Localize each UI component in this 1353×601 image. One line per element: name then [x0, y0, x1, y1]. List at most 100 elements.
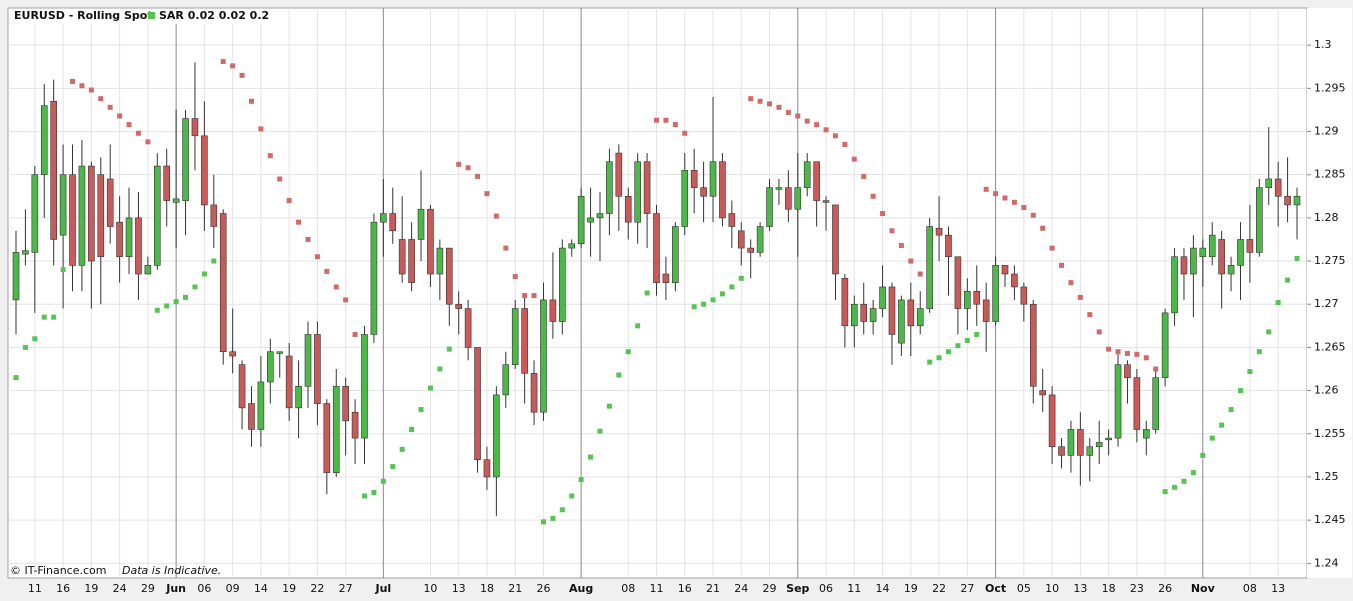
sar-dot [540, 519, 546, 525]
sar-dot [795, 113, 801, 119]
candle-body [945, 234, 952, 258]
x-tick-label: 06 [197, 582, 211, 595]
sar-dot [456, 161, 462, 167]
sar-dot [22, 344, 28, 350]
sar-dot [107, 104, 113, 110]
x-tick-label: Oct [985, 582, 1006, 595]
credit: © IT-Finance.com [10, 564, 107, 577]
sar-dot [870, 193, 876, 199]
candle-body [1048, 394, 1056, 448]
x-tick-label: 11 [650, 582, 664, 595]
candle-body [521, 308, 528, 374]
sar-dot [1106, 346, 1112, 352]
x-tick-label: 21 [508, 582, 522, 595]
x-tick-label: 13 [452, 582, 466, 595]
sar-dot [1237, 388, 1243, 394]
sar-dot [352, 331, 358, 337]
candle-body [1029, 303, 1037, 387]
candle-body [719, 161, 726, 219]
candle-body [342, 385, 349, 422]
candle-body [1124, 364, 1131, 378]
sar-dot [333, 284, 339, 290]
sar-dot [267, 153, 273, 159]
candle-body [813, 161, 820, 201]
sar-dot [1162, 489, 1168, 495]
candle-body [314, 334, 321, 404]
sar-dot [343, 297, 349, 303]
candle-body [1095, 442, 1103, 448]
candle-body [964, 290, 971, 309]
sar-dot [1002, 195, 1008, 201]
candle-body [248, 403, 255, 430]
x-tick-label: Jun [165, 582, 186, 595]
x-tick-label: 14 [254, 582, 268, 595]
candle-body [238, 364, 246, 409]
x-tick-label: 23 [1130, 582, 1144, 595]
sar-dot [390, 464, 396, 470]
candle-body [22, 250, 29, 255]
sar-dot [644, 290, 650, 296]
candle-body [97, 174, 105, 258]
sar-dot [616, 372, 622, 378]
candle-body [860, 303, 868, 322]
candle-body [841, 278, 849, 327]
x-tick-label: 11 [28, 582, 42, 595]
legend-swatch [148, 12, 155, 19]
candle-body [1284, 195, 1291, 206]
candle-body [737, 230, 745, 249]
sar-dot [1266, 329, 1272, 335]
sar-dot [550, 515, 556, 521]
x-tick-label: 16 [56, 582, 70, 595]
sar-dot [60, 267, 66, 273]
candle-body [1011, 273, 1018, 288]
candle-body [935, 227, 943, 236]
y-tick-label: 1.3 [1314, 38, 1332, 51]
sar-dot [757, 98, 763, 104]
candle-body [502, 364, 510, 396]
y-tick-label: 1.295 [1314, 81, 1346, 94]
candle-body [1058, 446, 1065, 456]
candle-body [40, 105, 48, 175]
candle-body [982, 299, 990, 322]
candle-body [973, 290, 981, 305]
sar-dot [1285, 277, 1291, 283]
sar-dot [1134, 351, 1140, 357]
sar-dot [126, 122, 132, 128]
x-tick-label: 06 [819, 582, 833, 595]
candle-body [596, 213, 604, 219]
sar-dot [1040, 225, 1046, 231]
candle-body [125, 217, 133, 258]
chart-title: EURUSD - Rolling Spot [14, 9, 153, 22]
candle-body [653, 213, 660, 283]
candle-body [756, 226, 764, 253]
candle-body [1171, 256, 1178, 314]
sar-dot [1049, 245, 1055, 251]
sar-dot [1228, 407, 1234, 413]
sar-dot [239, 72, 245, 78]
sar-dot [927, 359, 933, 365]
candle-body [219, 213, 227, 353]
candle-body [681, 170, 689, 227]
sar-dot [446, 346, 452, 352]
sar-dot [1030, 212, 1036, 218]
sar-dot [729, 284, 735, 290]
candle-body [606, 161, 613, 214]
sar-dot [719, 291, 725, 297]
sar-dot [691, 304, 697, 310]
candle-body [690, 170, 698, 188]
candle-body [1114, 364, 1122, 439]
candle-body [323, 403, 331, 473]
x-tick-label: 09 [226, 582, 240, 595]
candle-body [436, 247, 444, 275]
sar-dot [776, 104, 782, 110]
candle-body [304, 334, 312, 387]
x-tick-label: 22 [932, 582, 946, 595]
sar-dot [889, 228, 895, 234]
candle-body [1039, 390, 1046, 396]
y-tick-label: 1.285 [1314, 168, 1346, 181]
x-tick-label: 24 [734, 582, 748, 595]
sar-dot [1247, 369, 1253, 375]
sar-dot [1096, 329, 1102, 335]
sar-dot [964, 338, 970, 343]
candle-body [1256, 187, 1263, 253]
